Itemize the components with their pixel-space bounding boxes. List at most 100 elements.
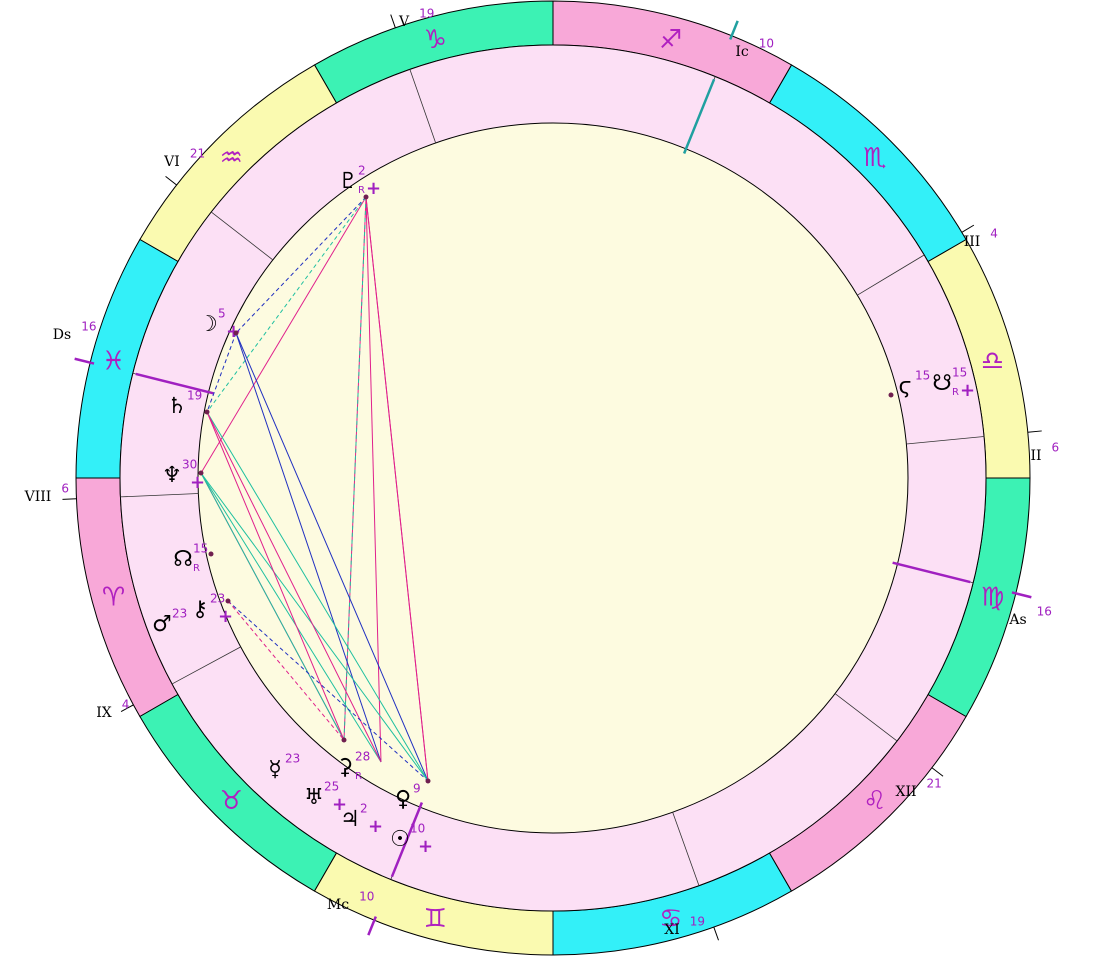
planet-retro: R bbox=[952, 387, 959, 398]
axis-line bbox=[390, 802, 424, 878]
aspect-line bbox=[343, 196, 367, 741]
axis-line bbox=[74, 357, 95, 365]
house-degree: 4 bbox=[122, 698, 130, 712]
aspect-line bbox=[235, 332, 429, 782]
aspect-line bbox=[200, 196, 367, 474]
aspect-line bbox=[365, 196, 429, 782]
house-degree: 19 bbox=[690, 915, 705, 929]
planet-dot bbox=[204, 409, 210, 415]
inner-circle bbox=[197, 122, 909, 834]
house-degree: 6 bbox=[61, 482, 69, 496]
aspect-line bbox=[227, 600, 345, 741]
house-cusp bbox=[906, 436, 985, 445]
planet-mark: + bbox=[190, 472, 205, 493]
planet-glyph: ⚷ bbox=[192, 597, 208, 622]
axis-line bbox=[892, 561, 971, 584]
planet-glyph: ♅ bbox=[304, 785, 324, 810]
zodiac-glyph: ♊ bbox=[424, 904, 447, 934]
cusp-tick bbox=[961, 224, 975, 233]
cusp-tick bbox=[165, 175, 177, 186]
planet-degree: 15 bbox=[193, 542, 208, 556]
aspect-line bbox=[365, 196, 382, 763]
cusp-tick bbox=[120, 704, 134, 712]
aspect-line bbox=[227, 600, 429, 782]
planet-degree: 19 bbox=[187, 389, 202, 403]
planet-degree: 5 bbox=[218, 307, 226, 321]
planet-glyph: ☽ bbox=[198, 312, 218, 337]
aspect-line bbox=[206, 411, 382, 763]
aspect-line bbox=[200, 472, 429, 782]
house-label: Ic bbox=[735, 44, 749, 60]
house-cusp bbox=[211, 211, 274, 261]
planet-dot bbox=[363, 194, 369, 200]
house-cusp bbox=[834, 693, 898, 742]
planet-mark: + bbox=[366, 178, 381, 199]
planet-glyph: ♀ bbox=[395, 787, 411, 812]
planet-glyph: ☿ bbox=[268, 757, 282, 782]
house-label: V bbox=[398, 14, 410, 30]
house-cusp bbox=[857, 254, 925, 296]
planet-degree: 23 bbox=[210, 592, 225, 606]
house-label: IX bbox=[96, 705, 112, 721]
house-degree: 16 bbox=[1037, 605, 1052, 619]
house-label: XI bbox=[664, 922, 680, 938]
planet-retro: R bbox=[355, 771, 362, 782]
house-degree: 6 bbox=[1052, 441, 1060, 455]
planet-glyph: ♃ bbox=[340, 807, 360, 832]
zodiac-glyph: ♋ bbox=[659, 904, 682, 934]
aspect-line bbox=[206, 196, 367, 413]
planet-mark: + bbox=[368, 816, 383, 837]
axis-line bbox=[682, 78, 716, 154]
zodiac-glyph: ♉ bbox=[220, 786, 243, 816]
zodiac-glyph: ♈ bbox=[102, 582, 125, 612]
planet-degree: 15 bbox=[952, 366, 967, 380]
planet-glyph: ♆ bbox=[162, 463, 182, 488]
planet-glyph: ♂ bbox=[152, 612, 172, 637]
house-label: XII bbox=[895, 784, 916, 800]
house-label: III bbox=[964, 234, 981, 250]
planet-mark: + bbox=[332, 794, 347, 815]
planet-degree: 10 bbox=[410, 822, 425, 836]
house-degree: 10 bbox=[759, 37, 774, 51]
house-label: Ds bbox=[53, 327, 71, 343]
planet-degree: 2 bbox=[360, 802, 368, 816]
house-degree: 4 bbox=[990, 227, 998, 241]
planet-mark: + bbox=[960, 380, 975, 401]
planet-glyph: ♇ bbox=[338, 169, 358, 194]
zodiac-glyph: ♒ bbox=[220, 143, 243, 173]
planet-degree: 9 bbox=[413, 782, 421, 796]
zodiac-glyph: ♐ bbox=[659, 25, 682, 55]
planet-degree: 28 bbox=[355, 750, 370, 764]
aspect-line bbox=[206, 332, 237, 413]
cusp-tick bbox=[713, 926, 719, 941]
planet-degree: 2 bbox=[358, 164, 366, 178]
cusp-tick bbox=[390, 14, 396, 28]
zodiac-glyph: ♎ bbox=[981, 347, 1004, 377]
aspect-line bbox=[200, 472, 345, 741]
planet-dot bbox=[233, 330, 239, 336]
cusp-tick bbox=[931, 767, 944, 777]
planet-glyph: ☊ bbox=[173, 547, 193, 572]
zodiac-glyph: ♍ bbox=[981, 582, 1004, 612]
cusp-tick bbox=[1027, 430, 1042, 433]
zodiac-glyph: ♓ bbox=[102, 347, 125, 377]
house-degree: 10 bbox=[359, 890, 374, 904]
planet-dot bbox=[198, 470, 204, 476]
planet-glyph: ⚳ bbox=[337, 755, 353, 780]
aspect-line bbox=[206, 411, 345, 741]
planet-retro: R bbox=[358, 185, 365, 196]
house-label: VI bbox=[163, 154, 180, 170]
house-degree: 16 bbox=[81, 320, 96, 334]
house-label: As bbox=[1008, 612, 1026, 628]
planet-dot bbox=[341, 737, 347, 743]
planet-glyph: ☉ bbox=[390, 827, 410, 852]
house-cusp bbox=[171, 646, 241, 685]
axis-line bbox=[1011, 591, 1032, 599]
axis-line bbox=[135, 372, 214, 395]
aspect-line bbox=[206, 411, 429, 782]
axis-line bbox=[367, 916, 377, 936]
planet-mark: + bbox=[418, 836, 433, 857]
planet-mark: + bbox=[226, 321, 241, 342]
planet-dot bbox=[888, 392, 894, 398]
planet-degree: 23 bbox=[172, 607, 187, 621]
